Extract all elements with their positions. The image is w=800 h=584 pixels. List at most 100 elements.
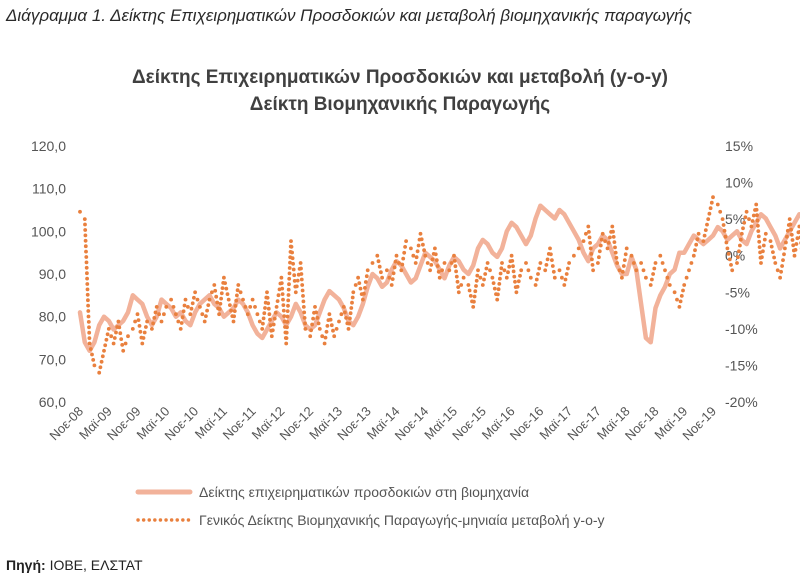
ipi-point [121, 348, 126, 353]
ipi-dot [357, 281, 362, 285]
ipi-dot [741, 226, 745, 231]
ipi-point [303, 327, 308, 331]
y-right-axis: 15%10%5%0%-5%-10%-15%-20% [725, 138, 758, 410]
ipi-point [792, 253, 797, 258]
ipi-dot [235, 288, 240, 293]
ipi-dot [483, 272, 488, 276]
ipi-dot [693, 248, 697, 253]
ipi-dot [430, 257, 435, 262]
ipi-dot [261, 316, 266, 321]
ipi-point [576, 246, 581, 251]
ipi-dot [756, 229, 761, 234]
ipi-point [452, 253, 456, 258]
ipi-dot [350, 295, 355, 300]
ipi-dot [88, 347, 93, 351]
ipi-point [749, 224, 754, 229]
ipi-dot [282, 314, 287, 318]
ipi-dot [491, 281, 496, 285]
ipi-dot [276, 293, 281, 298]
ipi-point [596, 261, 600, 265]
ipi-dot [350, 300, 354, 305]
ipi-point [605, 246, 610, 251]
ipi-dot [152, 316, 157, 320]
ipi-dot [709, 200, 714, 205]
ipi-dot [622, 258, 627, 262]
ipi-dot [456, 285, 461, 289]
chart-title: Δείκτης Επιχειρηματικών Προσδοκιών και μ… [132, 67, 668, 88]
ipi-dot [545, 257, 550, 262]
ipi-dot [452, 259, 457, 263]
ipi-dot [157, 312, 162, 317]
ipi-point [140, 341, 145, 346]
ipi-point [260, 327, 265, 331]
ipi-dot [794, 242, 799, 246]
ipi-dot [467, 288, 472, 293]
source-value: ΙΟΒΕ, ΕΛΣΤΑΤ [49, 557, 143, 573]
ipi-dot [492, 286, 497, 291]
ipi-dot [689, 261, 694, 265]
legend-label-ipi: Γενικός Δείκτης Βιομηχανικής Παραγωγής-μ… [199, 512, 605, 528]
ipi-point [768, 239, 773, 244]
ipi-point [754, 202, 759, 207]
ipi-point [106, 327, 111, 331]
ipi-dot [218, 301, 223, 306]
ipi-point [797, 224, 800, 229]
ipi-point [543, 268, 548, 273]
ipi-dot [287, 276, 292, 281]
ipi-dot [300, 283, 305, 287]
ipi-point [164, 305, 169, 309]
ipi-dot [589, 252, 594, 256]
ipi-dot [665, 275, 670, 280]
ipi-dot [795, 236, 800, 241]
ipi-point [552, 275, 557, 280]
ipi-dot [253, 305, 257, 309]
ipi-dot [151, 321, 156, 326]
ipi-dot [87, 325, 91, 330]
ipi-dot [286, 293, 291, 297]
ipi-dot [347, 321, 352, 326]
ipi-dot [414, 255, 419, 260]
ipi-point [658, 253, 663, 258]
ipi-dot [702, 233, 707, 238]
ipi-dot [117, 325, 122, 330]
ipi-dot [270, 328, 275, 333]
ipi-point [274, 305, 279, 309]
y-right-tick-label: 15% [725, 138, 753, 154]
ipi-point [265, 290, 269, 295]
ipi-point [202, 319, 207, 324]
ipi-dot [153, 310, 158, 315]
ipi-dot [611, 235, 616, 239]
ipi-point [341, 305, 346, 309]
ipi-dot [496, 287, 501, 292]
ipi-dot [511, 269, 516, 274]
ipi-dot [90, 352, 94, 357]
ipi-dot [232, 309, 237, 313]
ipi-point [346, 327, 351, 331]
ipi-dot [118, 331, 123, 336]
ipi-point [337, 319, 341, 324]
ipi-dot [761, 249, 765, 254]
ipi-dot [229, 308, 234, 313]
ipi-point [519, 268, 524, 273]
ipi-dot [348, 316, 352, 321]
ipi-point [332, 334, 337, 339]
ipi-dot [98, 365, 103, 370]
ipi-point [739, 231, 744, 236]
ipi-point [586, 224, 591, 229]
ipi-dot [339, 312, 344, 317]
ipi-dot [750, 219, 755, 223]
ipi-dot [138, 329, 143, 334]
ipi-dot [83, 233, 88, 238]
ipi-dot [588, 246, 593, 251]
ipi-dot [599, 237, 604, 242]
ipi-point [639, 261, 643, 265]
ipi-dot [324, 329, 329, 334]
ipi-dot [403, 245, 407, 249]
ipi-point [663, 268, 667, 273]
ipi-dot [83, 222, 87, 227]
ipi-dot [362, 291, 366, 296]
ipi-dot [478, 275, 483, 280]
ipi-dot [285, 309, 290, 313]
ipi-dot [791, 243, 796, 248]
ipi-dot [513, 279, 517, 284]
